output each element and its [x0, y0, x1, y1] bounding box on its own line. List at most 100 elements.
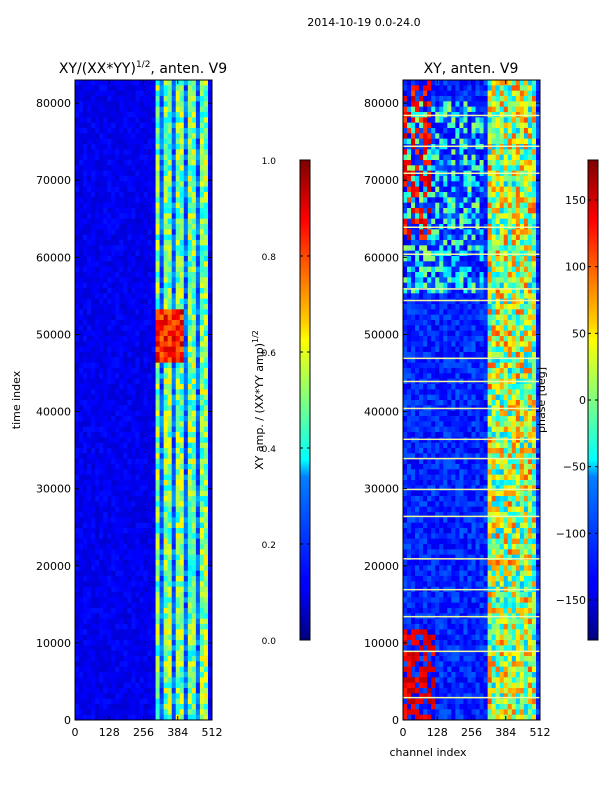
heatmap-cell: [195, 714, 201, 720]
heatmap-cell: [187, 618, 193, 625]
heatmap-cell: [199, 298, 205, 305]
heatmap-cell: [479, 176, 484, 182]
heatmap-cell: [203, 421, 209, 427]
heatmap-cell: [207, 565, 212, 571]
heatmap-cell: [143, 288, 148, 294]
heatmap-cell: [179, 405, 185, 411]
heatmap-cell: [159, 709, 164, 715]
heatmap-cell: [439, 96, 444, 102]
heatmap-cell: [467, 85, 472, 91]
heatmap-cell: [95, 149, 100, 155]
heatmap-cell: [435, 106, 440, 113]
heatmap-cell: [87, 128, 92, 134]
heatmap-cell: [199, 234, 205, 241]
heatmap-cell: [135, 576, 140, 582]
heatmap-cell: [139, 517, 144, 523]
heatmap-cell: [147, 170, 152, 177]
heatmap-cell: [139, 394, 144, 401]
heatmap-cell: [107, 229, 112, 235]
heatmap-cell: [191, 288, 197, 294]
heatmap-cell: [191, 554, 197, 561]
heatmap-cell: [175, 709, 181, 715]
heatmap-cell: [179, 325, 185, 331]
heatmap-cell: [75, 213, 80, 219]
heatmap-cell: [119, 213, 124, 219]
heatmap-cell: [171, 218, 177, 225]
heatmap-cell: [179, 85, 185, 91]
heatmap-cell: [167, 672, 173, 678]
heatmap-cell: [195, 453, 201, 459]
heatmap-cell: [87, 576, 92, 582]
heatmap-cell: [103, 362, 108, 369]
heatmap-cell: [103, 570, 108, 577]
heatmap-cell: [163, 570, 168, 577]
heatmap-cell: [187, 464, 193, 470]
heatmap-cell: [167, 101, 173, 107]
heatmap-cell: [163, 517, 168, 523]
heatmap-cell: [203, 309, 209, 315]
heatmap-cell: [183, 464, 189, 470]
heatmap-cell: [131, 426, 136, 433]
heatmap-cell: [415, 101, 420, 107]
heatmap-cell: [163, 85, 168, 91]
heatmap-cell: [511, 85, 517, 91]
heatmap-cell: [159, 117, 164, 123]
heatmap-cell: [127, 133, 132, 139]
heatmap-cell: [155, 501, 160, 507]
heatmap-cell: [163, 282, 168, 289]
heatmap-cell: [471, 133, 476, 139]
heatmap-cell: [95, 224, 100, 230]
heatmap-cell: [115, 101, 120, 107]
heatmap-cell: [83, 117, 88, 123]
heatmap-cell: [447, 208, 452, 214]
heatmap-cell: [79, 682, 84, 689]
heatmap-cell: [419, 106, 424, 113]
heatmap-cell: [207, 309, 212, 315]
heatmap-cell: [111, 96, 116, 102]
heatmap-cell: [415, 122, 420, 129]
heatmap-cell: [203, 704, 209, 710]
heatmap-cell: [183, 170, 189, 177]
heatmap-cell: [75, 629, 80, 635]
heatmap-cell: [199, 362, 205, 369]
figure-suptitle: 2014-10-19 0.0-24.0: [307, 16, 420, 29]
heatmap-cell: [207, 480, 212, 486]
heatmap-cell: [75, 416, 80, 422]
heatmap-cell: [443, 80, 448, 86]
heatmap-cell: [131, 490, 136, 497]
heatmap-cell: [203, 218, 209, 225]
heatmap-cell: [115, 181, 120, 187]
heatmap-cell: [87, 154, 92, 161]
heatmap-cell: [159, 256, 164, 262]
heatmap-cell: [159, 432, 164, 438]
heatmap-cell: [139, 138, 144, 145]
heatmap-cell: [103, 629, 108, 635]
heatmap-cell: [199, 144, 205, 150]
heatmap-cell: [171, 384, 177, 390]
heatmap-cell: [139, 309, 144, 315]
heatmap-cell: [467, 128, 472, 134]
heatmap-cell: [163, 442, 168, 449]
heatmap-cell: [483, 202, 488, 209]
heatmap-cell: [187, 661, 193, 667]
heatmap-cell: [127, 117, 132, 123]
heatmap-cell: [75, 165, 80, 171]
heatmap-cell: [535, 165, 540, 171]
heatmap-cell: [419, 181, 424, 187]
heatmap-cell: [127, 474, 132, 481]
heatmap-cell: [407, 80, 412, 86]
heatmap-cell: [83, 352, 88, 358]
heatmap-cell: [123, 528, 128, 534]
heatmap-cell: [139, 154, 144, 161]
heatmap-cell: [107, 576, 112, 582]
heatmap-cell: [459, 122, 464, 129]
heatmap-cell: [119, 181, 124, 187]
heatmap-cell: [423, 117, 428, 123]
heatmap-cell: [139, 101, 144, 107]
heatmap-cell: [167, 314, 173, 321]
heatmap-cell: [179, 426, 185, 433]
heatmap-cell: [403, 181, 408, 187]
heatmap-cell: [107, 570, 112, 577]
heatmap-cell: [99, 485, 104, 491]
heatmap-cell: [95, 384, 100, 390]
